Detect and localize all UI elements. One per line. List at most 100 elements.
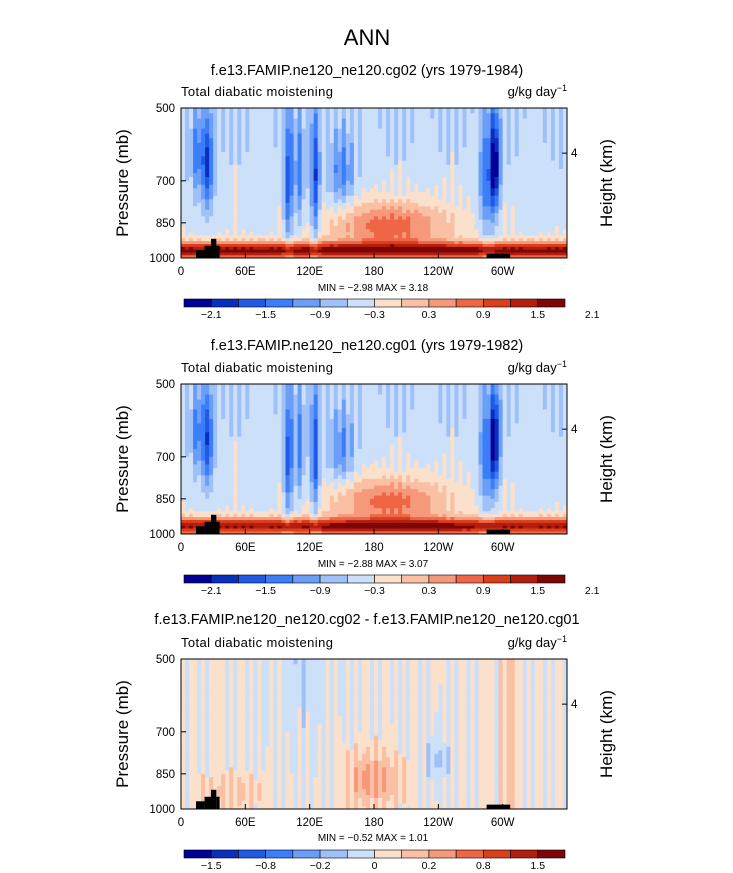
heatmap-cell (225, 531, 230, 535)
heatmap-cell (365, 142, 371, 148)
heatmap-cell (518, 235, 524, 239)
heatmap-cell (245, 188, 250, 193)
heatmap-cell (325, 138, 331, 144)
heatmap-cell (478, 195, 483, 200)
heatmap-cell (454, 216, 459, 221)
heatmap-cell (554, 225, 560, 230)
heatmap-cell (438, 202, 443, 207)
heatmap-cell (321, 222, 327, 227)
heatmap-cell (506, 128, 512, 134)
heatmap-cell (510, 255, 516, 259)
heatmap-cell (201, 142, 206, 148)
heatmap-cell (426, 188, 431, 193)
heatmap-cell (510, 229, 516, 233)
heatmap-cell (361, 246, 367, 251)
heatmap-cell (506, 199, 512, 204)
heatmap-cell (430, 168, 435, 174)
heatmap-cell (201, 418, 206, 424)
heatmap-cell (265, 235, 270, 239)
heatmap-cell (281, 482, 286, 487)
heatmap-cell (305, 133, 311, 139)
heatmap-cell (402, 241, 407, 245)
heatmap-cell (293, 195, 298, 200)
heatmap-cell (265, 525, 270, 529)
heatmap-cell (193, 389, 198, 395)
heatmap-cell (410, 209, 415, 214)
heatmap-cell (269, 492, 274, 497)
heatmap-cell (213, 219, 218, 224)
heatmap-cell (550, 199, 556, 204)
heatmap-cell (225, 209, 230, 214)
heatmap-cell (293, 142, 298, 148)
heatmap-cell (506, 206, 512, 211)
heatmap-cell (418, 216, 423, 221)
heatmap-cell (538, 192, 544, 197)
heatmap-cell (462, 133, 467, 139)
heatmap-cell (486, 188, 491, 193)
heatmap-cell (201, 471, 206, 476)
heatmap-cell (542, 188, 548, 193)
heatmap-cell (402, 238, 407, 242)
heatmap-cell (229, 404, 234, 410)
heatmap-cell (281, 498, 286, 503)
heatmap-cell (422, 225, 427, 230)
heatmap-cell (458, 192, 463, 197)
heatmap-cell (506, 133, 512, 139)
heatmap-cell (506, 160, 512, 166)
heatmap-cell (530, 225, 536, 230)
heatmap-cell (221, 195, 226, 200)
heatmap-cell (269, 128, 274, 134)
heatmap-cell (289, 255, 294, 259)
y-tick-label: 700 (156, 176, 175, 188)
heatmap-cell (265, 216, 270, 221)
heatmap-cell (193, 528, 198, 532)
heatmap-cell (494, 244, 500, 248)
heatmap-cell (361, 213, 367, 217)
heatmap-cell (562, 235, 568, 239)
heatmap-cell (478, 235, 483, 239)
heatmap-cell (281, 517, 286, 521)
heatmap-cell (325, 176, 331, 182)
heatmap-cell (414, 229, 419, 233)
heatmap-cell (201, 389, 206, 395)
heatmap-cell (201, 501, 206, 506)
heatmap-cell (205, 244, 210, 248)
heatmap-cell (458, 195, 463, 200)
heatmap-cell (233, 246, 238, 251)
heatmap-cell (466, 246, 471, 251)
heatmap-cell (233, 418, 238, 424)
heatmap-cell (185, 522, 190, 527)
heatmap-cell (281, 172, 286, 178)
heatmap-cell (269, 436, 274, 442)
heatmap-cell (221, 219, 226, 224)
heatmap-cell (189, 456, 194, 462)
heatmap-cell (522, 188, 528, 193)
heatmap-cell (245, 147, 250, 153)
heatmap-cell (237, 520, 242, 524)
heatmap-cell (209, 444, 214, 450)
heatmap-cell (494, 123, 500, 130)
heatmap-cell (281, 232, 286, 236)
heatmap-cell (253, 222, 258, 227)
heatmap-cell (518, 222, 524, 227)
heatmap-cell (229, 409, 234, 415)
heatmap-cell (193, 192, 198, 197)
heatmap-cell (309, 128, 315, 134)
heatmap-cell (257, 108, 262, 114)
heatmap-cell (305, 184, 311, 189)
heatmap-cell (369, 113, 375, 119)
heatmap-cell (337, 213, 343, 217)
heatmap-cell (462, 216, 467, 221)
heatmap-cell (410, 192, 415, 197)
heatmap-cell (249, 147, 254, 153)
heatmap-cell (193, 108, 198, 114)
heatmap-cell (273, 184, 278, 189)
heatmap-cell (237, 452, 242, 458)
heatmap-cell (550, 219, 556, 224)
heatmap-cell (490, 216, 496, 221)
heatmap-cell (462, 180, 467, 186)
heatmap-cell (450, 147, 455, 153)
heatmap-cell (233, 478, 238, 483)
heatmap-cell (201, 123, 206, 130)
heatmap-cell (454, 151, 459, 157)
